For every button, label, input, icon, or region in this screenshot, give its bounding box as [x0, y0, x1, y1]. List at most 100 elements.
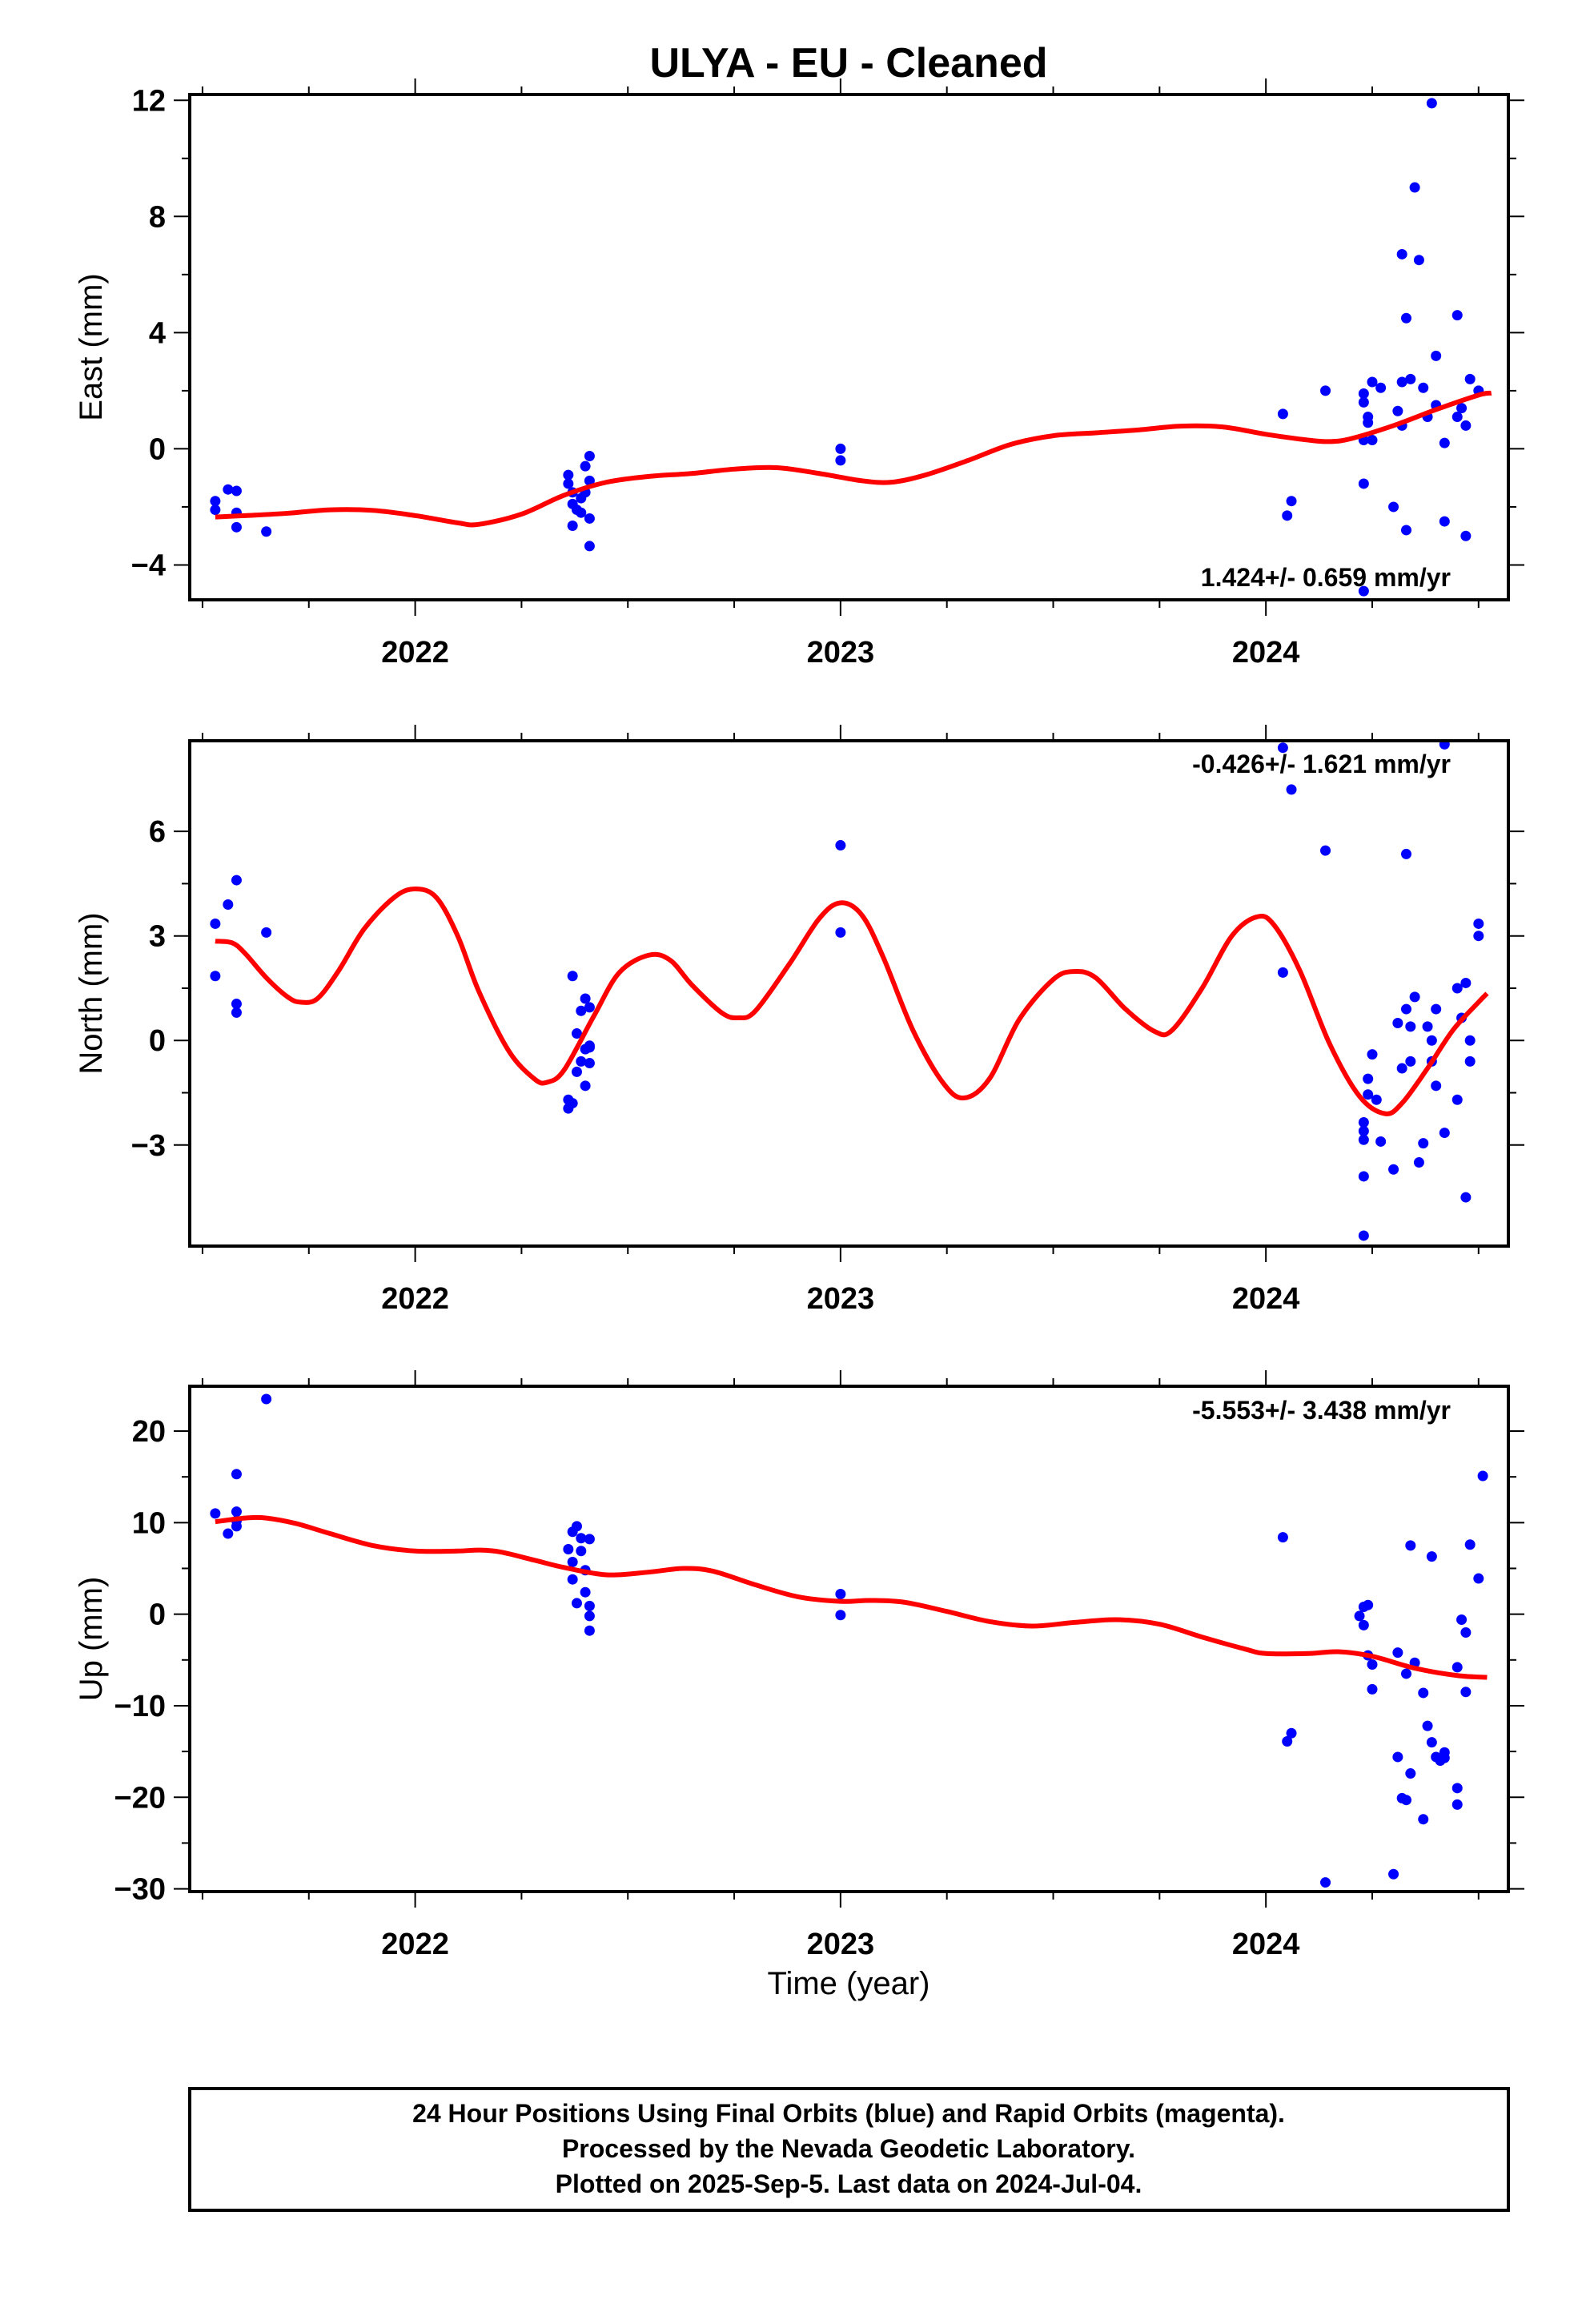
up-data-point — [1460, 1687, 1472, 1698]
east-data-point — [1367, 376, 1378, 388]
up-y-tick-label: −20 — [114, 1781, 166, 1815]
north-data-point — [1286, 784, 1297, 795]
north-data-point — [1358, 1134, 1369, 1145]
east-data-point — [1363, 417, 1374, 428]
east-data-point — [1400, 525, 1411, 536]
north-data-point — [1439, 1128, 1450, 1139]
east-y-tick-label: 0 — [149, 432, 166, 466]
east-data-point — [1439, 437, 1450, 448]
up-data-point — [1405, 1540, 1416, 1551]
east-frame — [188, 93, 1510, 601]
east-data-point — [1405, 373, 1416, 384]
up-data-point — [210, 1508, 221, 1519]
up-data-point — [584, 1610, 595, 1622]
footer-box: 24 Hour Positions Using Final Orbits (bl… — [188, 2087, 1510, 2212]
east-data-point — [1392, 405, 1403, 416]
north-data-point — [1452, 983, 1463, 994]
up-data-point — [1400, 1795, 1411, 1806]
north-y-tick-label: 0 — [149, 1024, 166, 1058]
up-data-point — [1426, 1737, 1437, 1748]
east-data-point — [1460, 420, 1472, 431]
north-y-tick-label: 6 — [149, 815, 166, 849]
up-data-point — [1426, 1551, 1437, 1562]
north-data-point — [835, 840, 846, 851]
east-data-point — [563, 478, 574, 489]
up-panel: 2022 2023 2024 −30 −20 −10 0 10 20 Up (mm) -5.553+… — [74, 1370, 1524, 1961]
north-data-point — [1431, 1003, 1442, 1015]
up-data-point — [567, 1574, 578, 1585]
east-x-tick-label: 2022 — [381, 636, 449, 669]
east-data-point — [1396, 248, 1407, 259]
north-data-point — [1418, 1138, 1429, 1149]
up-data-point — [1418, 1687, 1429, 1699]
up-data-point — [584, 1534, 595, 1545]
north-data-point — [580, 993, 591, 1004]
east-data-point — [1413, 255, 1424, 266]
up-x-tick-label: 2022 — [381, 1928, 449, 1961]
up-data-point — [1320, 1877, 1331, 1888]
north-points — [210, 741, 1484, 1241]
north-data-point — [1367, 1049, 1378, 1060]
east-data-point — [1400, 312, 1411, 324]
up-data-point — [835, 1588, 846, 1599]
east-data-point — [584, 513, 595, 524]
north-data-point — [1277, 967, 1288, 978]
north-data-point — [576, 1005, 587, 1016]
east-data-point — [835, 455, 846, 466]
up-data-point — [231, 1506, 242, 1518]
east-data-point — [1456, 403, 1468, 414]
east-y-tick-label: 12 — [132, 84, 166, 118]
east-x-tick-label: 2024 — [1232, 636, 1300, 669]
up-data-point — [1473, 1573, 1484, 1584]
north-data-point — [1460, 977, 1472, 988]
east-data-point — [210, 505, 221, 516]
east-data-point — [1460, 530, 1472, 541]
up-fit-line — [215, 1514, 1488, 1680]
east-data-point — [231, 521, 242, 533]
up-rate-label: -5.553+/- 3.438 mm/yr — [1192, 1396, 1451, 1425]
east-data-point — [584, 450, 595, 461]
north-data-point — [1358, 1125, 1369, 1136]
east-data-point — [1452, 310, 1463, 321]
north-y-tick-label: 3 — [149, 920, 166, 954]
footer-line-1: 24 Hour Positions Using Final Orbits (bl… — [412, 2099, 1285, 2128]
up-y-tick-label: 20 — [132, 1415, 166, 1449]
footer-frame — [188, 2087, 1510, 2212]
up-data-point — [576, 1533, 587, 1544]
east-data-point — [1286, 496, 1297, 507]
north-y-tick-label: −3 — [131, 1129, 166, 1163]
up-data-point — [1400, 1668, 1411, 1679]
up-y-tick-label: 10 — [132, 1506, 166, 1540]
north-data-point — [1320, 845, 1331, 856]
up-y-tick-label: −30 — [114, 1873, 166, 1907]
east-points — [210, 98, 1484, 597]
east-data-point — [1409, 182, 1420, 193]
east-data-point — [580, 460, 591, 472]
east-y-tick-label: 8 — [149, 200, 166, 234]
north-data-point — [835, 927, 846, 938]
east-y-tick-label: −4 — [131, 549, 166, 582]
north-data-point — [231, 999, 242, 1010]
north-data-point — [1460, 1192, 1472, 1203]
up-data-point — [1452, 1799, 1463, 1810]
east-data-point — [1358, 388, 1369, 400]
up-data-point — [231, 1521, 242, 1532]
north-x-tick-label: 2024 — [1232, 1282, 1300, 1316]
north-data-point — [1277, 742, 1288, 754]
north-data-point — [567, 971, 578, 982]
up-x-tick-label: 2024 — [1232, 1928, 1300, 1961]
north-data-point — [1409, 991, 1420, 1003]
north-data-point — [231, 875, 242, 886]
east-data-point — [1320, 385, 1331, 396]
up-data-point — [1392, 1647, 1403, 1659]
east-data-point — [1418, 382, 1429, 393]
up-data-point — [1354, 1610, 1365, 1622]
east-data-point — [1431, 350, 1442, 361]
up-data-point — [584, 1600, 595, 1611]
north-data-point — [210, 918, 221, 929]
north-data-point — [1431, 1080, 1442, 1092]
x-axis-label: Time (year) — [768, 1966, 930, 2001]
east-data-point — [210, 496, 221, 507]
east-panel: 2022 2023 2024 −4 0 4 8 12 East (mm) 1.424+/- 0.6… — [74, 78, 1524, 669]
